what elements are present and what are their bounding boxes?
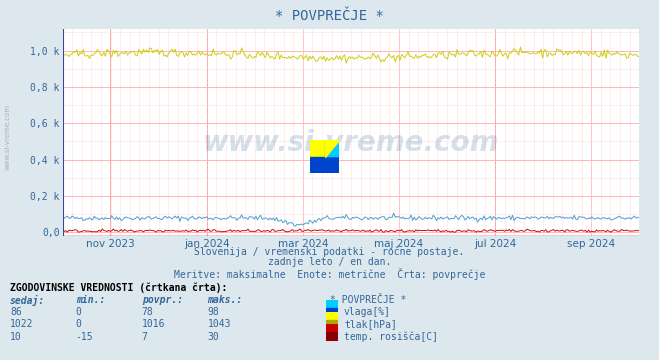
Bar (325, 140, 339, 157)
Bar (310, 157, 325, 173)
Text: temp. rosišča[C]: temp. rosišča[C] (344, 332, 438, 342)
Bar (326, 320, 338, 328)
Bar (326, 312, 338, 320)
Text: tlak[hPa]: tlak[hPa] (344, 319, 397, 329)
Polygon shape (325, 140, 339, 157)
Bar (310, 140, 325, 157)
Bar (326, 300, 338, 308)
Bar (325, 157, 339, 173)
Text: sedaj:: sedaj: (10, 295, 45, 306)
Polygon shape (325, 140, 339, 157)
Bar (326, 308, 338, 316)
Text: 1043: 1043 (208, 319, 231, 329)
Text: * POVPREČJE *: * POVPREČJE * (330, 295, 406, 305)
Text: 0: 0 (76, 307, 82, 317)
Text: Meritve: maksimalne  Enote: metrične  Črta: povprečje: Meritve: maksimalne Enote: metrične Črta… (174, 268, 485, 280)
Text: Slovenija / vremenski podatki - ročne postaje.: Slovenija / vremenski podatki - ročne po… (194, 247, 465, 257)
Text: * POVPREČJE *: * POVPREČJE * (275, 9, 384, 23)
Text: 1016: 1016 (142, 319, 165, 329)
Text: www.si-vreme.com: www.si-vreme.com (203, 129, 499, 157)
Text: 98: 98 (208, 307, 219, 317)
Text: 30: 30 (208, 332, 219, 342)
Text: 10: 10 (10, 332, 22, 342)
Text: 7: 7 (142, 332, 148, 342)
Text: povpr.:: povpr.: (142, 295, 183, 305)
Text: 78: 78 (142, 307, 154, 317)
Text: zadnje leto / en dan.: zadnje leto / en dan. (268, 257, 391, 267)
Text: -15: -15 (76, 332, 94, 342)
Text: ZGODOVINSKE VREDNOSTI (črtkana črta):: ZGODOVINSKE VREDNOSTI (črtkana črta): (10, 283, 227, 293)
Bar (326, 333, 338, 341)
Text: 86: 86 (10, 307, 22, 317)
Text: maks.:: maks.: (208, 295, 243, 305)
Text: 1022: 1022 (10, 319, 34, 329)
Text: 0: 0 (76, 319, 82, 329)
Text: min.:: min.: (76, 295, 105, 305)
Text: vlaga[%]: vlaga[%] (344, 307, 391, 317)
Text: www.si-vreme.com: www.si-vreme.com (5, 104, 11, 170)
Bar (326, 324, 338, 333)
